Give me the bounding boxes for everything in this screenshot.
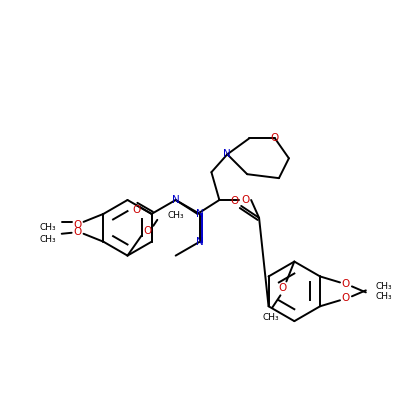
Text: N: N (224, 149, 231, 159)
Text: CH₃: CH₃ (39, 235, 56, 244)
Text: O: O (271, 134, 279, 144)
Text: N: N (196, 237, 204, 247)
Text: CH₃: CH₃ (167, 211, 184, 220)
Text: N: N (172, 195, 180, 205)
Text: CH₃: CH₃ (39, 223, 56, 232)
Text: O: O (230, 196, 238, 206)
Text: O: O (132, 205, 140, 215)
Text: O: O (278, 283, 286, 293)
Text: N: N (196, 209, 204, 219)
Text: O: O (143, 226, 152, 236)
Text: O: O (241, 195, 249, 205)
Text: CH₃: CH₃ (262, 313, 279, 322)
Text: O: O (74, 227, 82, 237)
Text: O: O (342, 280, 350, 290)
Text: CH₃: CH₃ (376, 282, 392, 291)
Text: O: O (74, 220, 82, 230)
Text: O: O (342, 293, 350, 303)
Text: CH₃: CH₃ (376, 292, 392, 301)
